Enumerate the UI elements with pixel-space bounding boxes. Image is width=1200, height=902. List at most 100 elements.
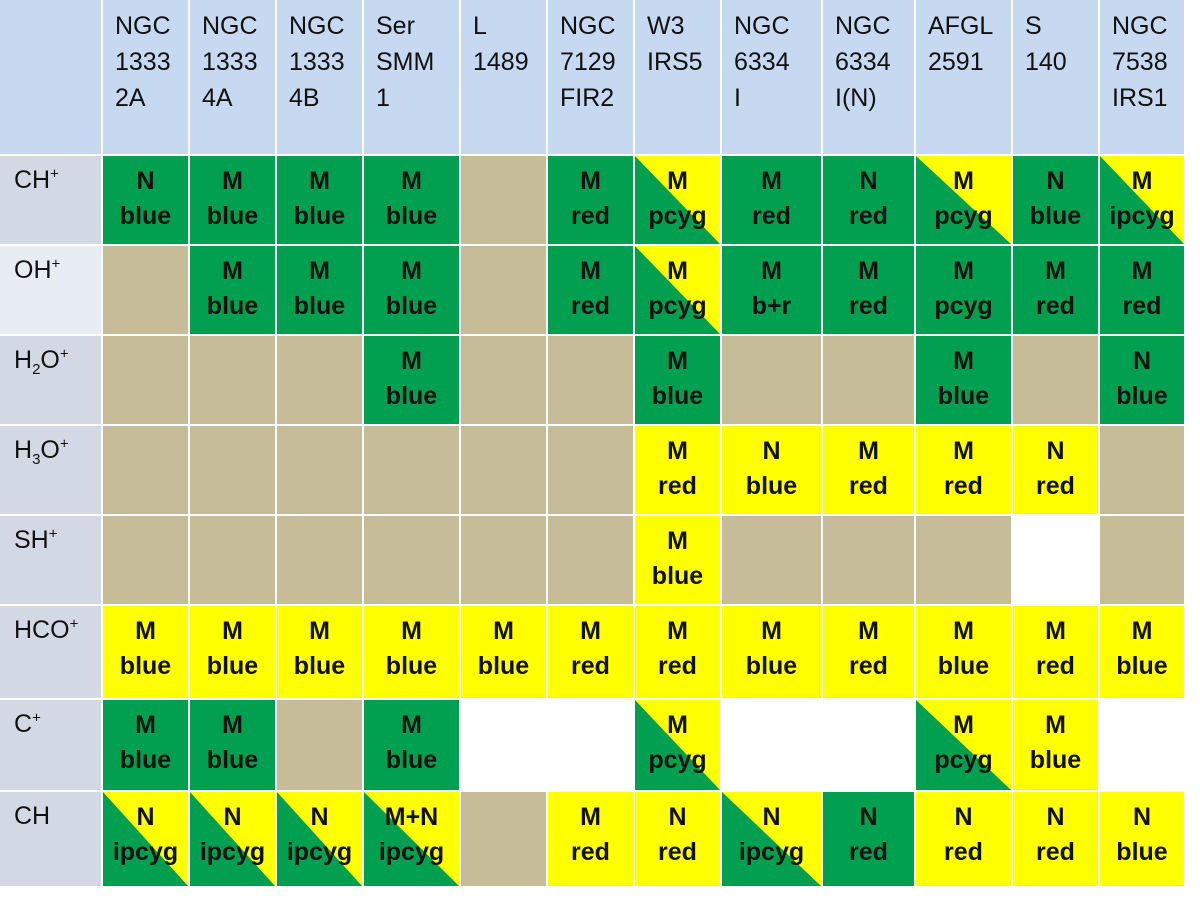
column-header: NGC 7129 FIR2	[548, 0, 633, 154]
row-label-superscript: +	[59, 345, 69, 363]
cell-line-1: M	[667, 257, 688, 285]
table-cell	[364, 516, 459, 604]
cell-line-2: red	[658, 472, 697, 500]
diagonal-split-triangle	[103, 792, 188, 886]
cell-line-2: blue	[385, 382, 438, 410]
cell-line-2: ipcyg	[112, 838, 179, 866]
column-header: NGC 6334 I	[722, 0, 821, 154]
cell-line-1: M	[667, 167, 688, 195]
table-cell	[1100, 516, 1184, 604]
cell-line-2: red	[1036, 838, 1075, 866]
cell-line-1: M	[580, 257, 601, 285]
cell-line-2: blue	[119, 652, 172, 680]
row-label-base: OH	[14, 256, 52, 284]
table-cell	[722, 516, 821, 604]
cell-line-2: red	[944, 838, 983, 866]
cell-line-2: ipcyg	[199, 838, 266, 866]
cell-line-2: pcyg	[934, 202, 993, 230]
cell-line-2: blue	[293, 292, 346, 320]
cell-line-2: pcyg	[934, 746, 993, 774]
cell-line-1: M	[667, 347, 688, 375]
table-cell	[103, 246, 188, 334]
cell-line-2: red	[658, 652, 697, 680]
row-label: CH+	[0, 156, 101, 244]
cell-line-1: M	[401, 617, 422, 645]
cell-line-1: N	[859, 803, 878, 831]
cell-line-1: N	[310, 803, 329, 831]
row-label-superscript: +	[69, 615, 79, 633]
cell-line-1: M	[493, 617, 514, 645]
cell-line-1: M	[1045, 617, 1066, 645]
triangle-fill	[190, 792, 275, 886]
cell-line-2: blue	[745, 472, 798, 500]
cell-line-1: M	[953, 617, 974, 645]
cell-line-2: red	[571, 202, 610, 230]
table-cell	[103, 516, 188, 604]
cell-line-1: M	[222, 257, 243, 285]
table-cell	[548, 426, 633, 514]
diagonal-split-triangle	[916, 700, 1011, 790]
cell-line-1: M	[309, 167, 330, 195]
triangle-fill	[635, 156, 720, 244]
table-cell	[461, 792, 546, 886]
triangle-fill	[635, 246, 720, 334]
cell-line-2: red	[849, 202, 888, 230]
cell-line-1: N	[1046, 803, 1065, 831]
triangle-fill	[277, 792, 362, 886]
cell-line-2: pcyg	[934, 292, 993, 320]
cell-line-1: M	[667, 437, 688, 465]
cell-line-1: M	[222, 711, 243, 739]
table-cell	[548, 516, 633, 604]
cell-line-2: blue	[1029, 746, 1082, 774]
cell-line-2: blue	[119, 202, 172, 230]
table-cell	[461, 426, 546, 514]
row-label: C+	[0, 700, 101, 790]
diagonal-split-triangle	[364, 792, 459, 886]
table-cell	[548, 336, 633, 424]
cell-line-2: blue	[385, 202, 438, 230]
cell-line-1: M	[401, 347, 422, 375]
